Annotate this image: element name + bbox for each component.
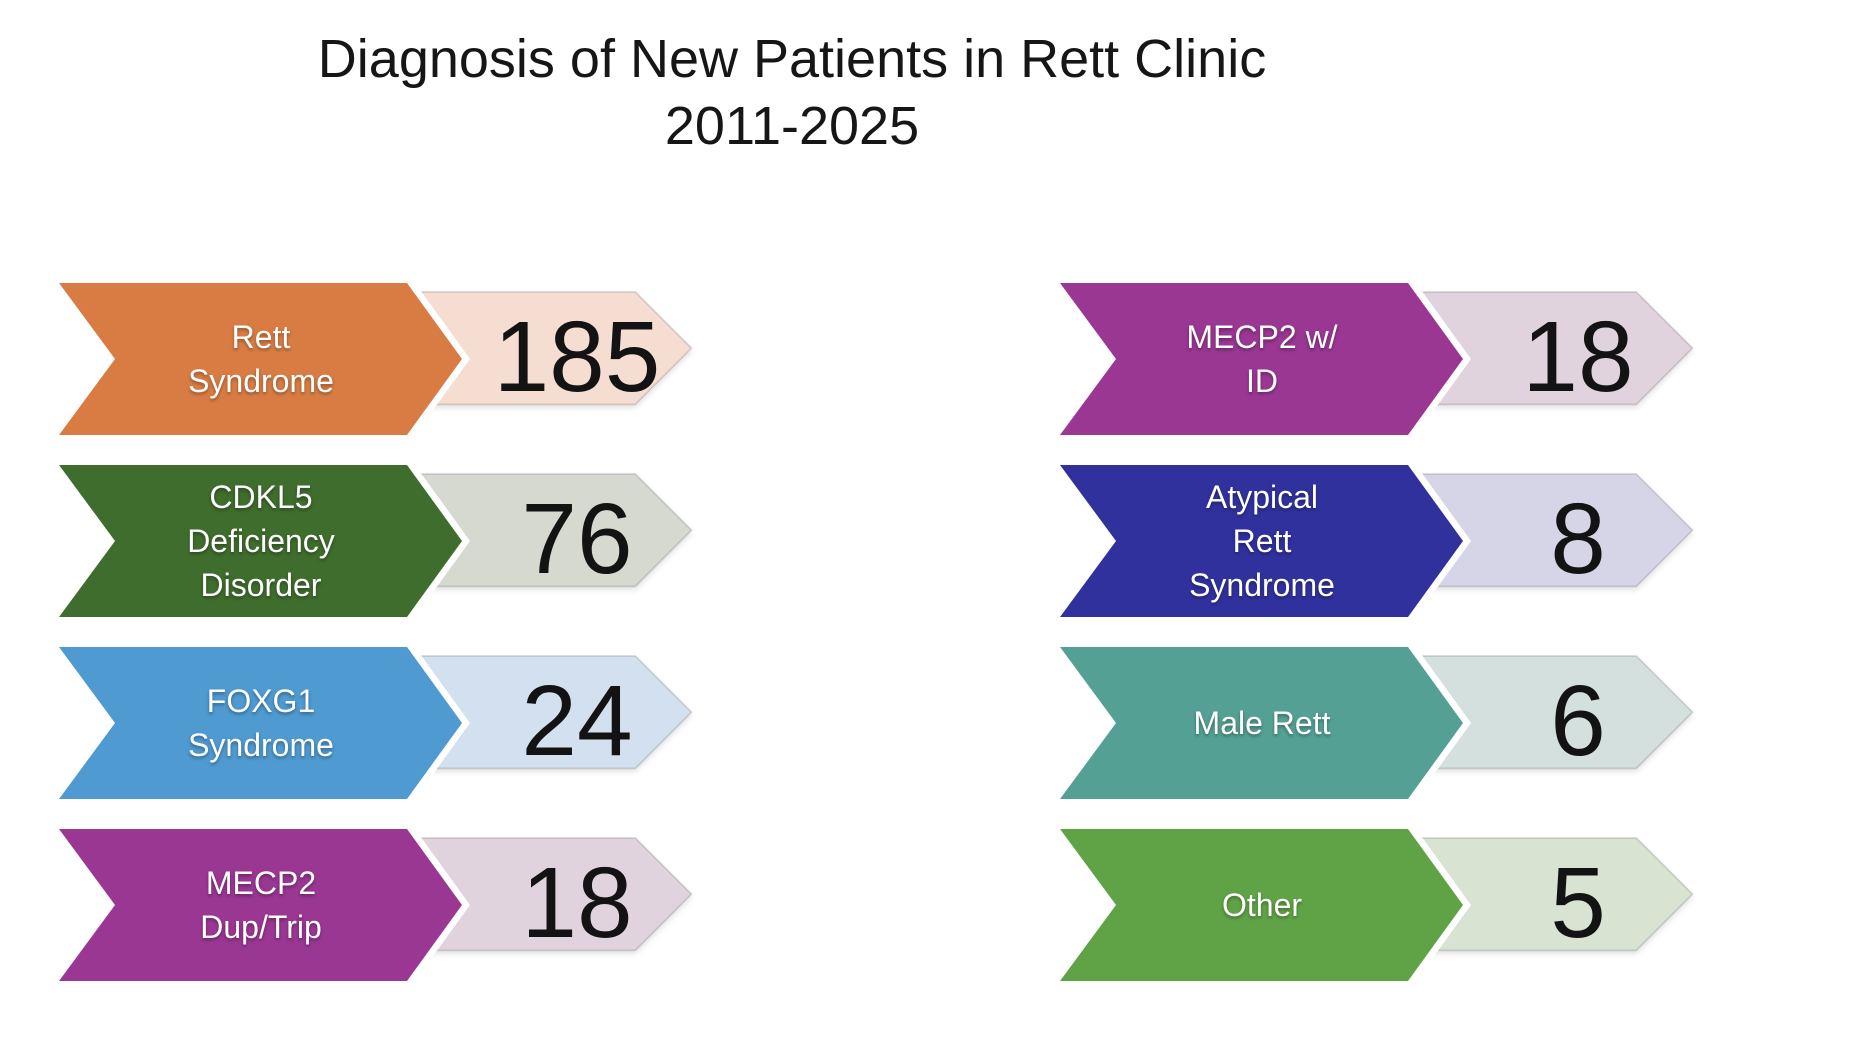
diagnosis-count: 185 bbox=[493, 301, 661, 413]
value-chevron-shape bbox=[406, 291, 693, 406]
diagnosis-count: 8 bbox=[1550, 483, 1606, 595]
value-chevron-shape bbox=[406, 655, 693, 770]
label-chevron: Other bbox=[1047, 822, 1472, 988]
label-chevron-shape bbox=[1047, 640, 1472, 806]
label-chevron: Male Rett bbox=[1047, 640, 1472, 806]
diagnosis-label: Rett Syndrome bbox=[115, 283, 407, 435]
value-chevron-shape bbox=[1407, 473, 1694, 588]
diagnosis-label-line: Syndrome bbox=[188, 363, 334, 399]
chart-title-line2: 2011-2025 bbox=[664, 96, 920, 156]
diagnosis-count: 76 bbox=[521, 483, 633, 595]
diagnosis-label-line: Other bbox=[1221, 887, 1303, 923]
value-chevron-shape bbox=[406, 837, 693, 952]
value-chevron: 8 bbox=[1407, 473, 1747, 608]
diagnosis-label-line: Deficiency bbox=[187, 523, 335, 559]
diagnosis-column-right: 18 MECP2 w/ID 8 Atypical Rett Syndrome 6 Male R… bbox=[1047, 276, 1747, 988]
diagnosis-label-line: Atypical bbox=[1205, 479, 1319, 515]
chart-title: Diagnosis of New Patients in Rett Clinic… bbox=[0, 26, 1584, 160]
diagnosis-label: MECP2 Dup/Trip bbox=[115, 829, 407, 981]
diagnosis-label: MECP2 w/ID bbox=[1116, 283, 1408, 435]
diagnosis-label-line: MECP2 bbox=[205, 865, 317, 901]
diagnosis-count: 18 bbox=[1522, 301, 1634, 413]
label-chevron: CDKL5 Deficiency Disorder bbox=[46, 458, 471, 624]
label-chevron: Atypical Rett Syndrome bbox=[1047, 458, 1472, 624]
value-chevron: 76 bbox=[406, 473, 746, 608]
diagnosis-label-line: ID bbox=[1246, 363, 1278, 399]
diagnosis-row-left-3: 18 MECP2 Dup/Trip bbox=[46, 822, 746, 988]
value-chevron: 6 bbox=[1407, 655, 1747, 790]
diagnosis-row-right-3: 5 Other bbox=[1047, 822, 1747, 988]
diagnosis-row-left-2: 24 FOXG1 Syndrome bbox=[46, 640, 746, 806]
label-chevron: MECP2 w/ID bbox=[1047, 276, 1472, 442]
label-chevron-shape bbox=[1047, 458, 1472, 624]
diagnosis-label-line: CDKL5 bbox=[209, 479, 313, 515]
diagnosis-column-left: 185 Rett Syndrome 76 CDKL5 Deficiency Disorder… bbox=[46, 276, 746, 988]
diagnosis-label-line: MECP2 w/ bbox=[1186, 319, 1338, 355]
diagnosis-label-line: Rett bbox=[231, 319, 291, 355]
label-chevron-shape bbox=[46, 458, 471, 624]
label-chevron: FOXG1 Syndrome bbox=[46, 640, 471, 806]
label-chevron-shape bbox=[1047, 822, 1472, 988]
label-chevron: Rett Syndrome bbox=[46, 276, 471, 442]
diagnosis-count: 18 bbox=[521, 847, 633, 959]
value-chevron: 18 bbox=[1407, 291, 1747, 426]
label-chevron-shape bbox=[1047, 276, 1472, 442]
value-chevron: 185 bbox=[406, 291, 746, 426]
diagnosis-count: 5 bbox=[1550, 847, 1606, 959]
diagnosis-row-left-0: 185 Rett Syndrome bbox=[46, 276, 746, 442]
value-chevron: 24 bbox=[406, 655, 746, 790]
diagnosis-label-line: Dup/Trip bbox=[200, 909, 322, 945]
label-chevron: MECP2 Dup/Trip bbox=[46, 822, 471, 988]
value-chevron: 18 bbox=[406, 837, 746, 972]
diagnosis-count: 24 bbox=[521, 665, 633, 777]
diagnosis-label: Other bbox=[1116, 829, 1408, 981]
diagnosis-label: Atypical Rett Syndrome bbox=[1116, 465, 1408, 617]
value-chevron-shape bbox=[1407, 291, 1694, 406]
diagnosis-label-line: Rett bbox=[1232, 523, 1292, 559]
value-chevron-shape bbox=[1407, 655, 1694, 770]
diagnosis-label: Male Rett bbox=[1116, 647, 1408, 799]
diagnosis-label: CDKL5 Deficiency Disorder bbox=[115, 465, 407, 617]
diagnosis-label-line: Syndrome bbox=[1189, 567, 1335, 603]
diagnosis-label-line: Disorder bbox=[200, 567, 322, 603]
label-chevron-shape bbox=[46, 640, 471, 806]
diagnosis-label-line: Syndrome bbox=[188, 727, 334, 763]
diagnosis-label-line: FOXG1 bbox=[206, 683, 316, 719]
diagnosis-label: FOXG1 Syndrome bbox=[115, 647, 407, 799]
chart-title-line1: Diagnosis of New Patients in Rett Clinic bbox=[317, 29, 1267, 89]
diagnosis-label-line: Male Rett bbox=[1193, 705, 1331, 741]
label-chevron-shape bbox=[46, 822, 471, 988]
diagnosis-row-right-0: 18 MECP2 w/ID bbox=[1047, 276, 1747, 442]
value-chevron-shape bbox=[1407, 837, 1694, 952]
diagnosis-row-left-1: 76 CDKL5 Deficiency Disorder bbox=[46, 458, 746, 624]
diagnosis-count: 6 bbox=[1550, 665, 1606, 777]
diagnosis-row-right-2: 6 Male Rett bbox=[1047, 640, 1747, 806]
value-chevron: 5 bbox=[1407, 837, 1747, 972]
label-chevron-shape bbox=[46, 276, 471, 442]
diagnosis-row-right-1: 8 Atypical Rett Syndrome bbox=[1047, 458, 1747, 624]
value-chevron-shape bbox=[406, 473, 693, 588]
